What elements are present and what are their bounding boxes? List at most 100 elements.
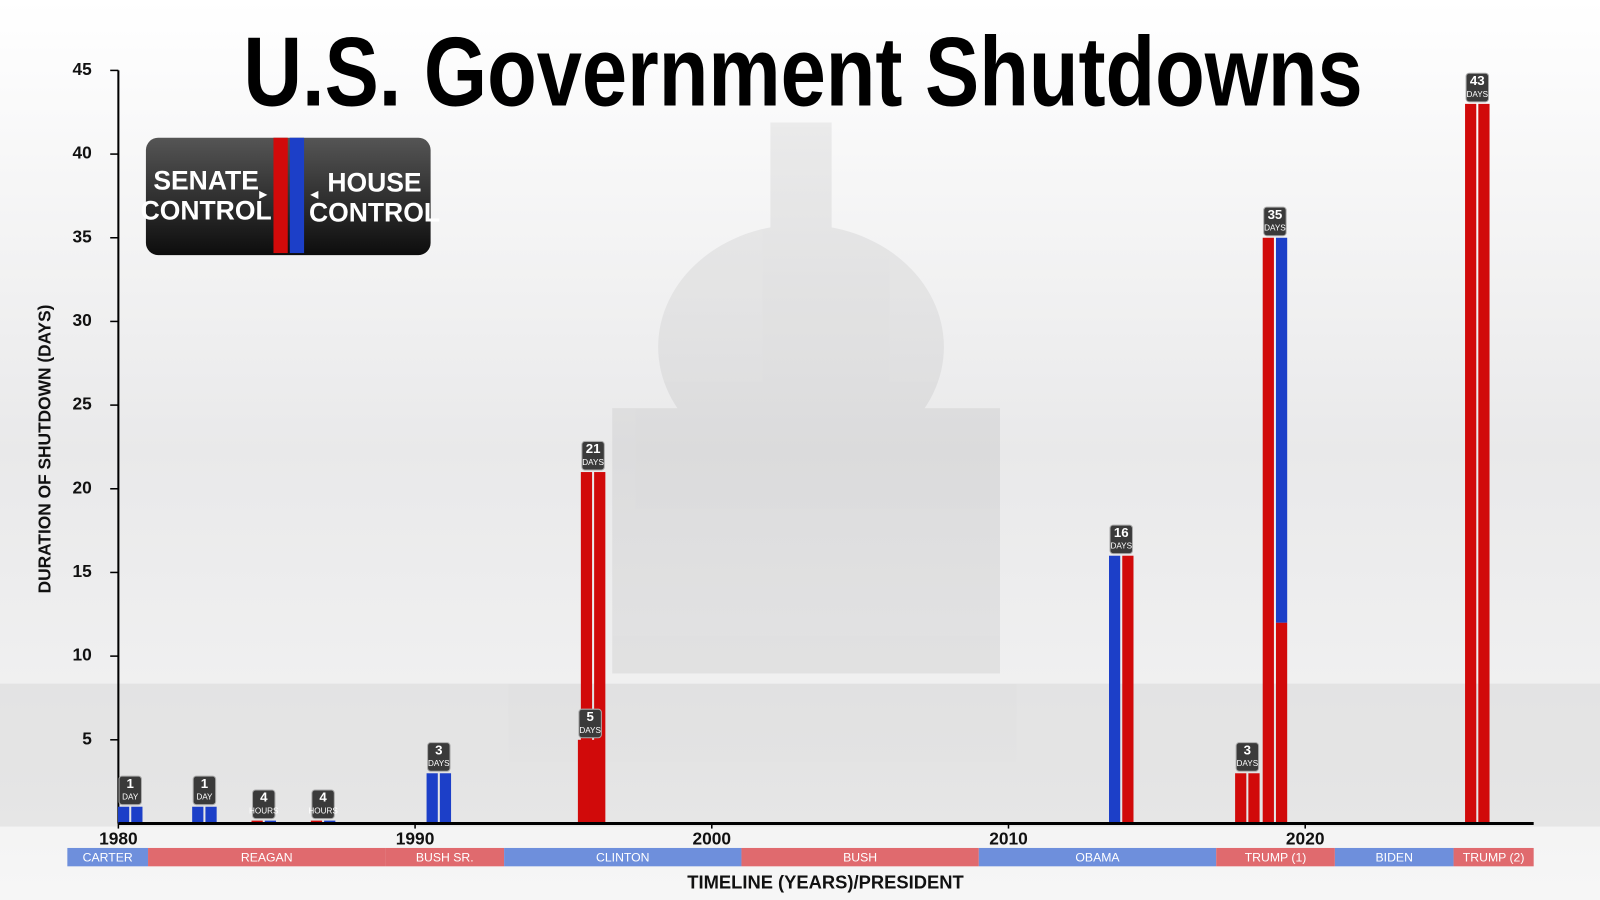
value-label: 4 xyxy=(319,790,327,805)
chart-title: U.S. Government Shutdowns xyxy=(243,16,1362,126)
legend-house-swatch xyxy=(289,137,305,254)
legend-label: SENATE xyxy=(153,166,259,196)
y-tick-label: 5 xyxy=(82,728,92,748)
senate-bar xyxy=(580,472,593,824)
value-label-box xyxy=(578,708,602,739)
president-label: CARTER xyxy=(83,850,133,864)
house-bar xyxy=(1478,103,1490,824)
y-tick-label: 20 xyxy=(73,477,92,497)
y-tick-label: 10 xyxy=(73,645,92,665)
president-label: TRUMP (2) xyxy=(1463,850,1525,864)
house-bar xyxy=(205,806,217,824)
president-label: TRUMP (1) xyxy=(1245,850,1307,864)
value-label: 1 xyxy=(201,776,208,791)
y-tick-label: 30 xyxy=(73,310,92,330)
y-tick-label: 25 xyxy=(73,394,93,414)
value-unit: DAYS xyxy=(1264,224,1286,233)
legend: SENATE CONTROL HOUSE CONTROL xyxy=(141,137,440,256)
president-band xyxy=(1334,847,1454,867)
value-unit: HOURS xyxy=(308,807,338,816)
y-tick-label: 35 xyxy=(73,226,93,246)
legend-label: CONTROL xyxy=(309,197,440,227)
president-label: BUSH xyxy=(843,850,877,864)
house-bar xyxy=(591,739,603,824)
president-band xyxy=(385,847,505,867)
senate-bar xyxy=(1262,237,1274,824)
president-label: REAGAN xyxy=(241,850,293,864)
president-band xyxy=(67,847,149,867)
senate-bar xyxy=(1465,103,1477,824)
president-label: BIDEN xyxy=(1376,850,1413,864)
president-label: OBAMA xyxy=(1075,850,1120,864)
value-label: 4 xyxy=(260,790,268,805)
president-label: CLINTON xyxy=(596,850,649,864)
value-label-box xyxy=(192,775,217,806)
value-label: 3 xyxy=(435,742,442,757)
x-tick-label: 1980 xyxy=(99,828,138,848)
senate-bar xyxy=(426,773,438,824)
value-label: 43 xyxy=(1470,73,1485,88)
value-unit: DAYS xyxy=(579,726,601,735)
value-label-box xyxy=(1263,206,1287,237)
value-label: 1 xyxy=(127,776,134,791)
president-strip: CARTER REAGAN BUSH SR. CLINTON BUSH OBAMA TRUM… xyxy=(67,847,1534,867)
house-bar xyxy=(594,472,606,824)
value-label-box xyxy=(311,789,335,820)
legend-arrow xyxy=(310,190,319,199)
president-band xyxy=(741,847,979,867)
value-label-box xyxy=(1109,524,1133,555)
value-label: 5 xyxy=(586,709,593,724)
y-axis-label: DURATION OF SHUTDOWN (DAYS) xyxy=(34,305,54,594)
legend-senate-swatch xyxy=(273,137,288,254)
house-bar xyxy=(1275,237,1288,623)
president-label: BUSH SR. xyxy=(416,850,474,864)
x-tick-label: 2010 xyxy=(989,828,1028,848)
president-band xyxy=(1453,847,1534,867)
legend-box xyxy=(145,137,431,256)
value-label-box xyxy=(1465,72,1490,103)
value-label-box xyxy=(252,789,276,820)
legend-label: HOUSE xyxy=(327,168,421,198)
value-label: 21 xyxy=(586,441,601,456)
value-unit: HOURS xyxy=(249,807,279,816)
value-unit: DAYS xyxy=(428,759,450,768)
y-tick-label: 15 xyxy=(73,561,93,581)
value-label-box xyxy=(118,775,142,806)
legend-arrow xyxy=(259,190,268,199)
x-tick-label: 1990 xyxy=(396,828,435,848)
senate-bar xyxy=(1235,773,1247,824)
value-unit: DAYS xyxy=(1237,759,1259,768)
y-tick-label: 40 xyxy=(73,143,92,163)
president-band xyxy=(504,847,742,867)
legend-label: CONTROL xyxy=(141,195,272,225)
x-axis-label: TIMELINE (YEARS)/PRESIDENT xyxy=(687,872,964,893)
house-bar xyxy=(1248,773,1260,824)
value-label-box xyxy=(581,440,605,471)
senate-bar xyxy=(117,806,130,824)
senate-bar xyxy=(577,739,590,824)
x-tick-label: 2000 xyxy=(693,828,732,848)
value-label: 35 xyxy=(1268,207,1283,222)
value-unit: DAY xyxy=(122,793,139,802)
x-tick-label: 2020 xyxy=(1286,828,1325,848)
value-label: 16 xyxy=(1114,525,1129,540)
president-band xyxy=(1216,847,1335,867)
value-unit: DAYS xyxy=(582,458,604,467)
value-unit: DAYS xyxy=(1110,542,1132,551)
house-bar xyxy=(439,773,452,824)
value-label: 3 xyxy=(1244,742,1251,757)
president-band xyxy=(978,847,1217,867)
senate-bar xyxy=(192,806,204,824)
value-unit: DAYS xyxy=(1466,90,1488,99)
value-label-box xyxy=(427,742,451,772)
value-unit: DAY xyxy=(196,793,213,802)
senate-bar xyxy=(1109,555,1121,824)
house-bar xyxy=(1275,622,1288,824)
house-bar xyxy=(131,806,143,824)
house-bar xyxy=(1122,555,1134,824)
y-tick-label: 45 xyxy=(73,59,93,79)
president-band xyxy=(148,847,386,867)
value-label-box xyxy=(1235,742,1260,772)
